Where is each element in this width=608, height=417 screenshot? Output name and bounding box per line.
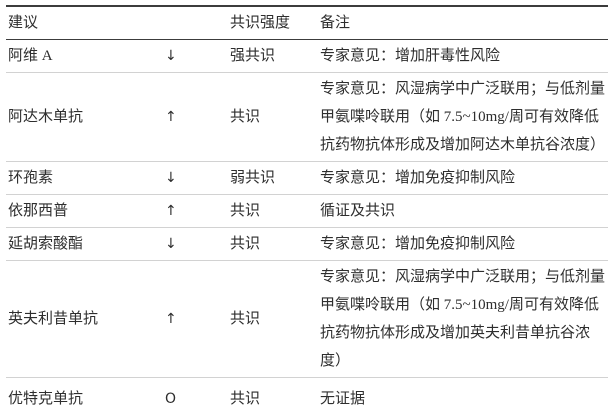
table-row-acitretin: 阿维 A ↓ 强共识 专家意见：增加肝毒性风险	[6, 40, 608, 73]
consensus-strength-cell: 强共识	[230, 48, 276, 64]
consensus-strength-cell: 共识	[226, 72, 314, 162]
header-recommendation: 建议	[6, 6, 161, 40]
direction-arrow-icon: ↓	[161, 161, 226, 195]
consensus-strength-cell: 共识	[226, 377, 314, 417]
remarks-cell: 专家意见：增加免疫抑制风险	[314, 227, 608, 261]
header-row: 建议 共识强度 备注	[6, 6, 608, 40]
direction-arrow-icon: ↓	[161, 227, 226, 261]
table-row-etanercept: 依那西普 ↑ 共识 循证及共识	[6, 194, 608, 228]
table-row-fumarate: 延胡索酸酯 ↓ 共识 专家意见：增加免疫抑制风险	[6, 227, 608, 261]
drug-name-cell: 阿达木单抗	[6, 72, 161, 162]
header-remarks: 备注	[314, 6, 608, 40]
direction-arrow-icon: ↑	[161, 72, 226, 162]
header-consensus-strength: 共识强度	[226, 6, 314, 40]
drug-name-cell: 阿维 A	[8, 48, 53, 64]
drug-name-cell: 环孢素	[6, 161, 161, 195]
remarks-cell: 专家意见：增加免疫抑制风险	[314, 161, 608, 195]
remarks-cell: 循证及共识	[314, 194, 608, 228]
table-row-adalimumab: 阿达木单抗 ↑ 共识 专家意见：风湿病学中广泛联用；与低剂量甲氨喋呤联用（如 7…	[6, 72, 608, 162]
table-row-ustekinumab: 优特克单抗 O 共识 无证据	[6, 377, 608, 417]
drug-name-cell: 英夫利昔单抗	[6, 260, 161, 378]
direction-arrow-icon: ↑	[161, 260, 226, 378]
remarks-cell: 专家意见：风湿病学中广泛联用；与低剂量甲氨喋呤联用（如 7.5~10mg/周可有…	[314, 72, 608, 162]
direction-arrow-icon: ↑	[161, 194, 226, 228]
table-row-ciclosporin: 环孢素 ↓ 弱共识 专家意见：增加免疫抑制风险	[6, 161, 608, 195]
drug-name-cell: 依那西普	[6, 194, 161, 228]
consensus-strength-cell: 共识	[226, 194, 314, 228]
direction-arrow-icon: ↓	[165, 48, 177, 64]
remarks-cell: 专家意见：风湿病学中广泛联用；与低剂量甲氨喋呤联用（如 7.5~10mg/周可有…	[314, 260, 608, 378]
consensus-strength-cell: 共识	[226, 227, 314, 261]
table-row-infliximab: 英夫利昔单抗 ↑ 共识 专家意见：风湿病学中广泛联用；与低剂量甲氨喋呤联用（如 …	[6, 260, 608, 378]
direction-circle-icon: O	[161, 377, 226, 417]
drug-consensus-table: 建议 共识强度 备注 阿维 A ↓ 强共识 专家意见：增加肝毒性风险 阿达木单抗…	[6, 5, 608, 417]
header-direction-blank	[161, 6, 226, 40]
drug-name-cell: 优特克单抗	[6, 377, 161, 417]
remarks-cell: 专家意见：增加肝毒性风险	[320, 48, 501, 64]
drug-name-cell: 延胡索酸酯	[6, 227, 161, 261]
remarks-cell: 无证据	[314, 377, 608, 417]
consensus-strength-cell: 共识	[226, 260, 314, 378]
consensus-strength-cell: 弱共识	[226, 161, 314, 195]
